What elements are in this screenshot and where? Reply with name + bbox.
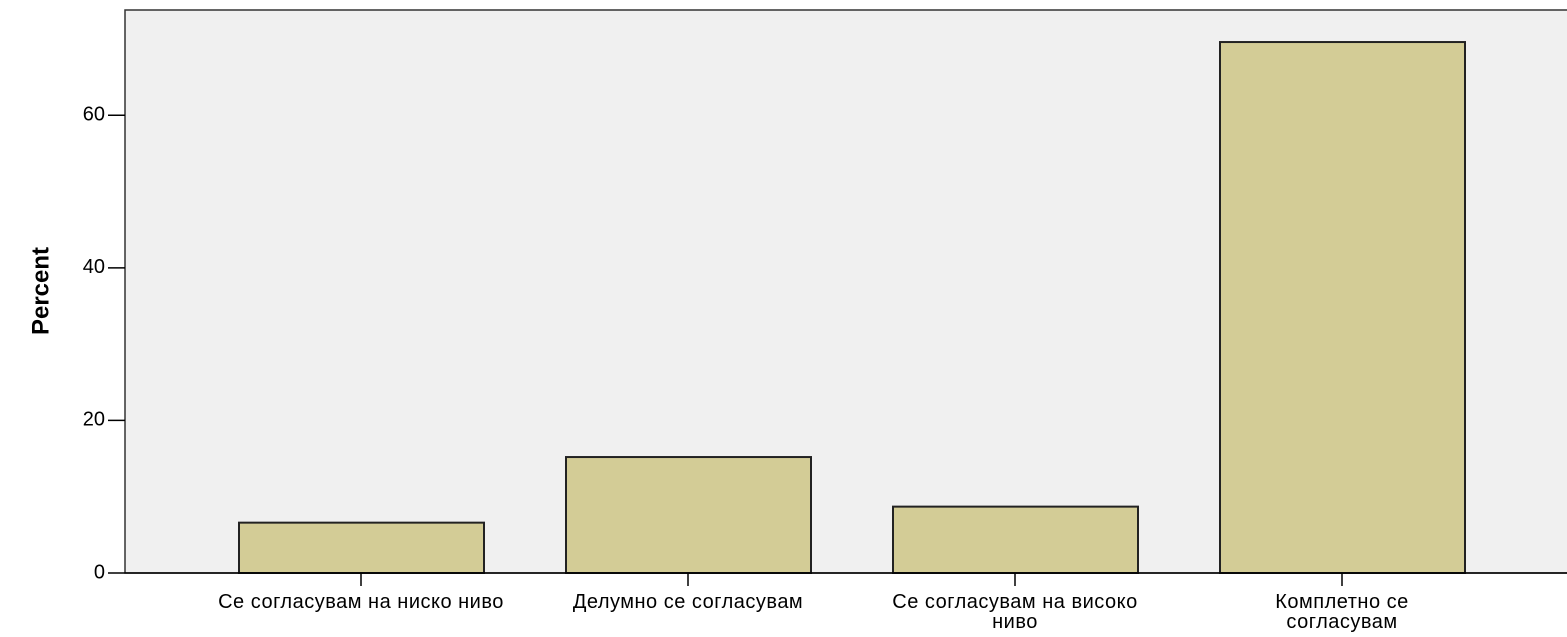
y-axis-label: Percent (27, 247, 54, 335)
bar (565, 456, 812, 575)
bar (1219, 41, 1466, 574)
bar (238, 521, 485, 574)
y-tick-label: 40 (83, 256, 105, 278)
x-tick-label: Се согласувам на високо ниво (892, 591, 1138, 633)
x-tick-label: Комплетно се согласувам (1275, 591, 1409, 633)
y-tick-label: 0 (94, 561, 105, 583)
x-tick-label: Делумно се согласувам (572, 591, 804, 613)
y-tick-label: 60 (83, 104, 105, 126)
bar (892, 505, 1139, 575)
x-tick-label: Се согласувам на ниско ниво (218, 591, 504, 613)
y-tick-label: 20 (83, 409, 105, 431)
